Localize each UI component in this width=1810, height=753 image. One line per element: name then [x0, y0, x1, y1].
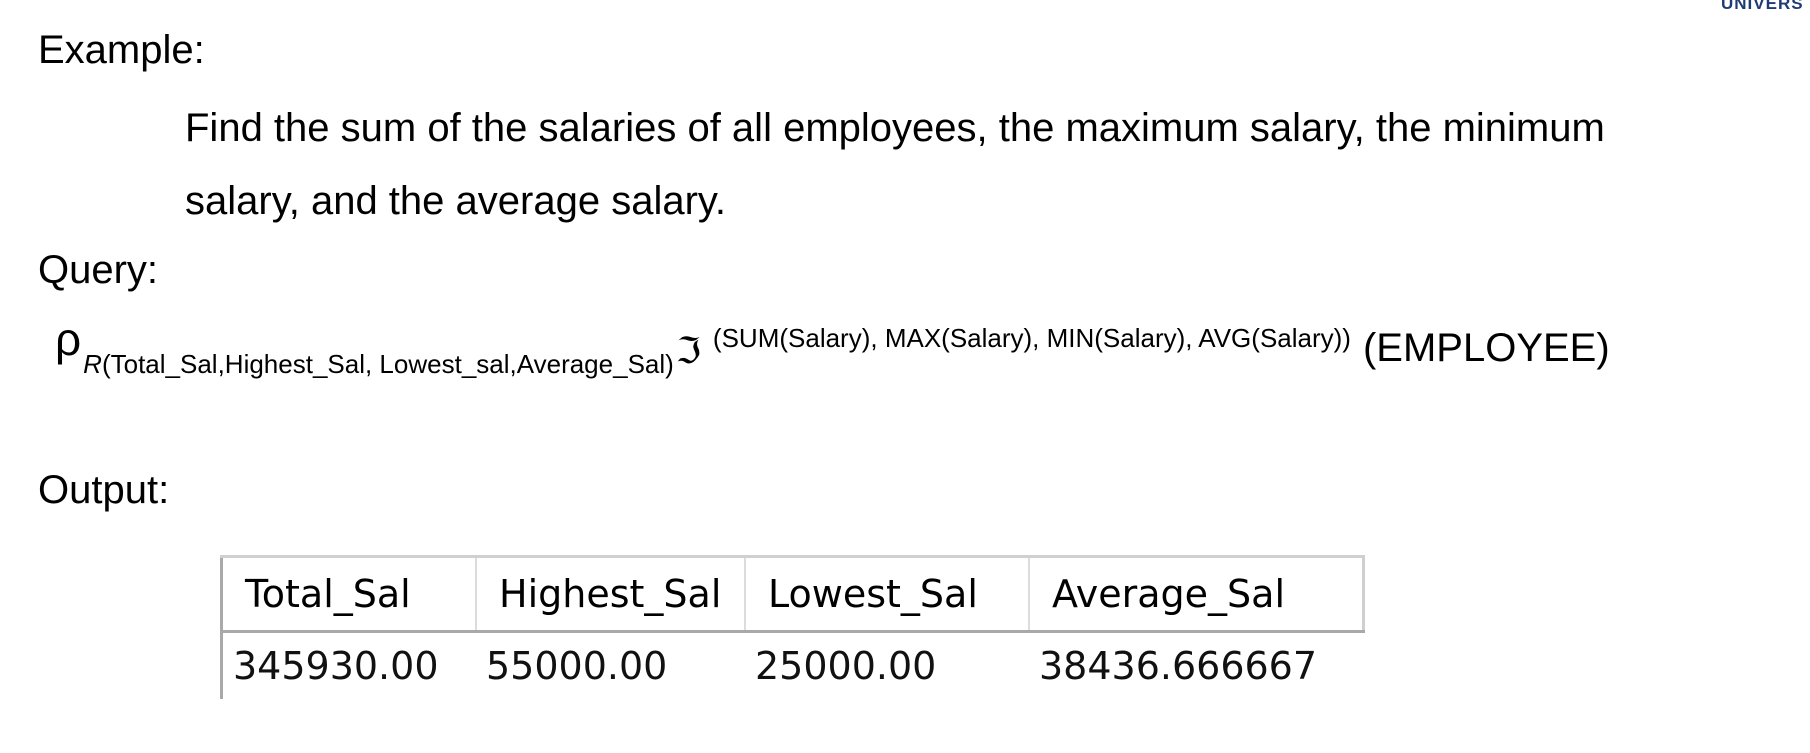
- table-row: 345930.00 55000.00 25000.00 38436.666667: [222, 632, 1364, 700]
- rename-subscript: R(Total_Sal,Highest_Sal, Lowest_sal,Aver…: [83, 349, 674, 380]
- cell-total-sal: 345930.00: [233, 644, 439, 688]
- aggregate-operator-symbol: ℑ: [675, 331, 701, 372]
- problem-statement: Find the sum of the salaries of all empl…: [185, 106, 1605, 223]
- cell-lowest-sal: 25000.00: [755, 644, 937, 688]
- university-logo-text: UNIVERS: [1721, 0, 1804, 13]
- table-header-row: Total_Sal Highest_Sal Lowest_Sal Average…: [221, 556, 1365, 633]
- source-relation: (EMPLOYEE): [1362, 326, 1610, 370]
- example-label: Example:: [38, 28, 205, 72]
- result-table: Total_Sal Highest_Sal Lowest_Sal Average…: [220, 555, 1365, 699]
- aggregate-function-list: (SUM(Salary), MAX(Salary), MIN(Salary), …: [712, 323, 1351, 353]
- column-header-total-sal: Total_Sal: [221, 556, 477, 633]
- column-header-highest-sal: Highest_Sal: [476, 556, 746, 633]
- rename-operator-rho: ρ: [55, 313, 82, 365]
- rename-attribute-list: (Total_Sal,Highest_Sal, Lowest_sal,Avera…: [101, 349, 674, 379]
- cell-highest-sal: 55000.00: [486, 644, 668, 688]
- column-header-lowest-sal: Lowest_Sal: [745, 556, 1030, 633]
- query-label: Query:: [38, 248, 159, 292]
- cell-average-sal: 38436.666667: [1039, 644, 1318, 688]
- output-label: Output:: [38, 468, 170, 512]
- rename-relation-name: R: [83, 349, 102, 379]
- relational-algebra-expression: ρR(Total_Sal,Highest_Sal, Lowest_sal,Ave…: [55, 313, 1610, 380]
- column-header-average-sal: Average_Sal: [1029, 556, 1365, 633]
